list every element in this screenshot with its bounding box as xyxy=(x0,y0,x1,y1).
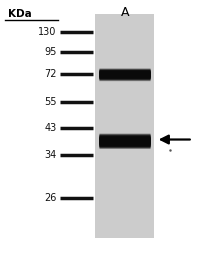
Text: 130: 130 xyxy=(38,27,56,37)
Text: 34: 34 xyxy=(44,150,56,160)
Text: A: A xyxy=(120,6,129,19)
Text: 72: 72 xyxy=(44,69,56,79)
Text: 26: 26 xyxy=(44,193,56,204)
Text: 55: 55 xyxy=(44,97,56,108)
Text: KDa: KDa xyxy=(8,9,32,19)
Text: 43: 43 xyxy=(44,123,56,133)
Bar xyxy=(95,14,153,238)
Text: 95: 95 xyxy=(44,47,56,58)
